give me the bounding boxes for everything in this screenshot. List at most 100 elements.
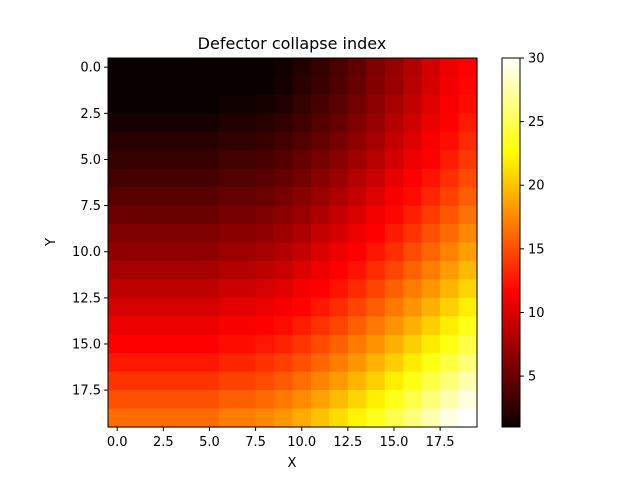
heatmap-cell — [218, 260, 257, 280]
heatmap-cell — [310, 297, 330, 317]
heatmap-cell — [347, 242, 367, 262]
heatmap-cell — [310, 242, 330, 262]
heatmap-cell — [366, 297, 386, 317]
heatmap-cell — [218, 205, 257, 225]
heatmap-cell — [403, 371, 423, 391]
heatmap-cell — [458, 187, 478, 207]
y-tick-label: 15.0 — [72, 337, 101, 352]
heatmap-cell — [329, 205, 349, 225]
heatmap-cell — [384, 76, 404, 96]
heatmap-cell — [329, 131, 349, 151]
heatmap-cell — [329, 150, 349, 170]
heatmap-cell — [274, 224, 294, 244]
heatmap-cell — [347, 279, 367, 299]
x-tick-label: 12.5 — [333, 435, 362, 450]
heatmap-cell — [403, 408, 423, 428]
heatmap-cell — [458, 150, 478, 170]
heatmap-cell — [366, 334, 386, 354]
heatmap-cell — [329, 371, 349, 391]
heatmap-cell — [108, 187, 220, 207]
colorbar-axis: 5 10 15 20 25 30 — [520, 52, 545, 385]
heatmap-cell — [384, 242, 404, 262]
heatmap-cell — [329, 297, 349, 317]
heatmap-cell — [108, 353, 220, 373]
heatmap-cell — [292, 150, 312, 170]
heatmap-cell — [108, 205, 220, 225]
heatmap-cell — [292, 371, 312, 391]
heatmap-cell — [329, 260, 349, 280]
heatmap-cell — [255, 353, 275, 373]
heatmap-cell — [347, 334, 367, 354]
heatmap-cell — [458, 94, 478, 114]
heatmap-cell — [310, 316, 330, 336]
heatmap-cell — [366, 316, 386, 336]
heatmap-cell — [421, 242, 441, 262]
y-tick-label: 2.5 — [80, 107, 101, 122]
heatmap-cell — [421, 408, 441, 428]
heatmap-cell — [458, 168, 478, 188]
heatmap-cell — [440, 76, 460, 96]
heatmap-cell — [310, 150, 330, 170]
heatmap-cell — [255, 113, 275, 133]
heatmap-cell — [403, 113, 423, 133]
heatmap-cell — [255, 168, 275, 188]
heatmap-cell — [329, 390, 349, 410]
heatmap-cell — [440, 297, 460, 317]
heatmap-cell — [347, 131, 367, 151]
heatmap-cell — [347, 168, 367, 188]
heatmap-cell — [421, 76, 441, 96]
heatmap-cell — [403, 150, 423, 170]
heatmap-cell — [458, 371, 478, 391]
heatmap-cell — [384, 408, 404, 428]
heatmap-cell — [458, 260, 478, 280]
heatmap-cell — [347, 150, 367, 170]
heatmap-cell — [292, 131, 312, 151]
heatmap-cell — [255, 187, 275, 207]
heatmap-cell — [403, 242, 423, 262]
heatmap-cell — [347, 76, 367, 96]
heatmap-cell — [366, 168, 386, 188]
colorbar-tick-label: 25 — [528, 115, 545, 130]
heatmap-cell — [384, 205, 404, 225]
heatmap-cell — [310, 224, 330, 244]
heatmap-cell — [310, 58, 330, 78]
heatmap-cell — [274, 297, 294, 317]
heatmap-cell — [458, 408, 478, 428]
heatmap-cell — [366, 260, 386, 280]
heatmap-cell — [274, 408, 294, 428]
heatmap-cell — [218, 334, 257, 354]
heatmap-cell — [274, 205, 294, 225]
heatmap-cell — [403, 76, 423, 96]
heatmap-cell — [347, 187, 367, 207]
heatmap-cell — [440, 390, 460, 410]
heatmap-cell — [421, 371, 441, 391]
heatmap-cell — [274, 279, 294, 299]
heatmap-cell — [384, 150, 404, 170]
colorbar-tick-label: 5 — [528, 370, 536, 385]
heatmap-cell — [384, 297, 404, 317]
heatmap-cell — [421, 353, 441, 373]
heatmap-cell — [403, 334, 423, 354]
heatmap-cell — [458, 224, 478, 244]
heatmap-cell — [403, 205, 423, 225]
heatmap-cell — [218, 224, 257, 244]
heatmap-cell — [421, 224, 441, 244]
heatmap-cell — [108, 371, 220, 391]
heatmap-cell — [440, 94, 460, 114]
heatmap-cell — [255, 242, 275, 262]
heatmap-cell — [347, 371, 367, 391]
heatmap-cell — [255, 408, 275, 428]
heatmap-cell — [218, 371, 257, 391]
heatmap-cell — [421, 297, 441, 317]
heatmap-cell — [329, 76, 349, 96]
heatmap-cell — [255, 371, 275, 391]
heatmap-cell — [274, 150, 294, 170]
heatmap-cell — [218, 150, 257, 170]
heatmap-cell — [108, 150, 220, 170]
x-axis-label: X — [288, 456, 297, 471]
heatmap-cell — [384, 58, 404, 78]
heatmap-cell — [292, 187, 312, 207]
heatmap-cell — [255, 205, 275, 225]
heatmap-cell — [329, 353, 349, 373]
